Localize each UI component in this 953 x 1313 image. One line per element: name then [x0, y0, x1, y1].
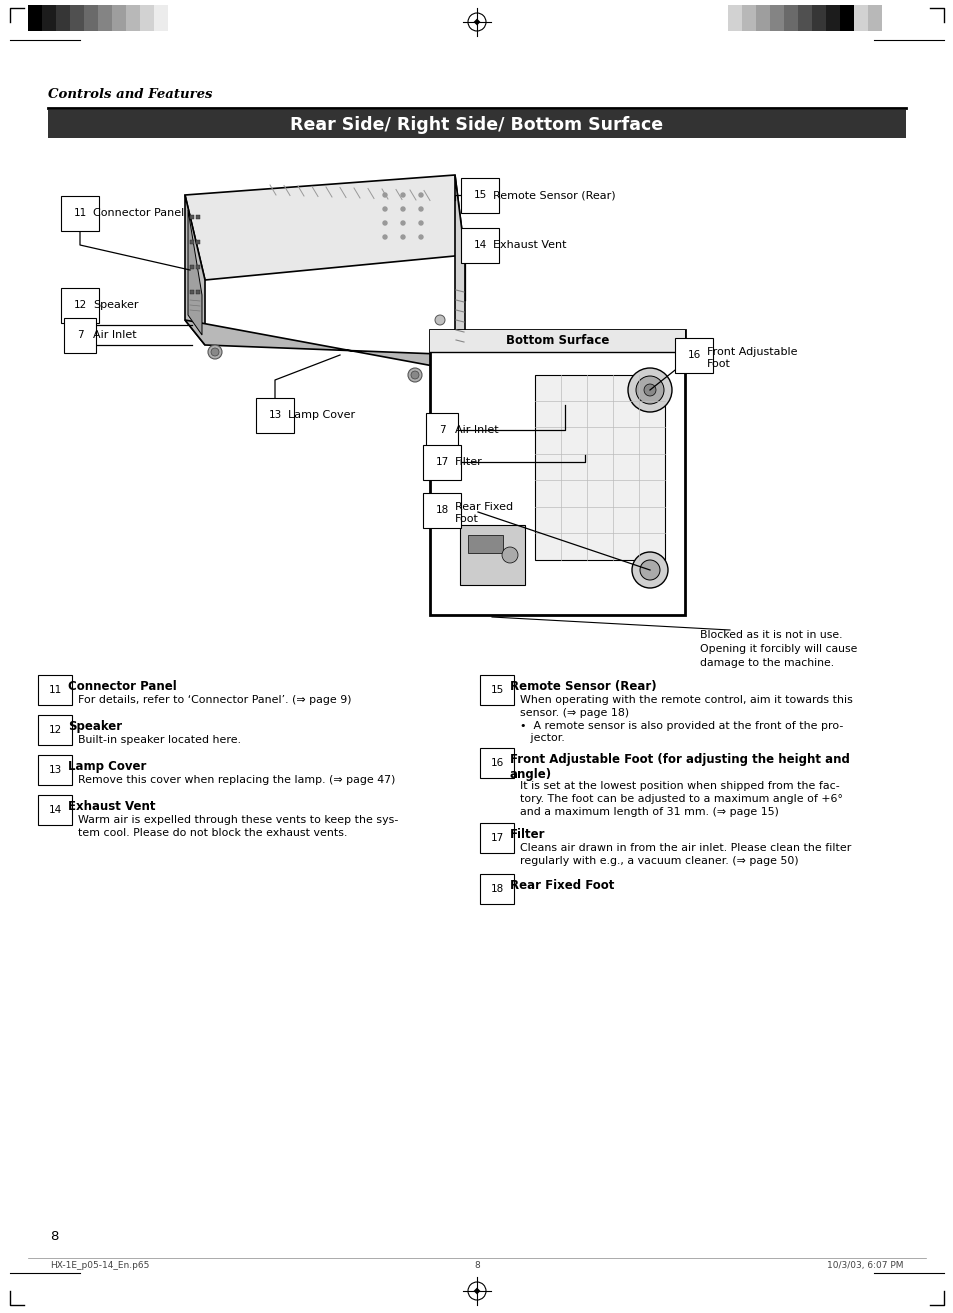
Bar: [195, 265, 200, 269]
Bar: [153, 5, 168, 32]
Text: 17: 17: [435, 457, 448, 467]
Bar: [811, 5, 825, 32]
Bar: [853, 5, 867, 32]
Text: Foot: Foot: [455, 513, 478, 524]
Bar: [825, 5, 840, 32]
Polygon shape: [188, 210, 202, 335]
Text: It is set at the lowest position when shipped from the fac-
tory. The foot can b: It is set at the lowest position when sh…: [519, 781, 842, 817]
Circle shape: [400, 235, 405, 239]
Bar: [797, 5, 811, 32]
Text: Speaker: Speaker: [92, 299, 138, 310]
Circle shape: [382, 207, 387, 211]
Text: Exhaust Vent: Exhaust Vent: [493, 240, 566, 249]
Text: When operating with the remote control, aim it towards this
sensor. (⇒ page 18)
: When operating with the remote control, …: [519, 695, 852, 743]
Text: Speaker: Speaker: [68, 720, 122, 733]
Bar: [535, 376, 664, 561]
Bar: [84, 5, 98, 32]
Text: Air Inlet: Air Inlet: [92, 330, 136, 340]
Text: 15: 15: [490, 685, 503, 695]
Text: 17: 17: [490, 832, 503, 843]
Circle shape: [418, 235, 422, 239]
Circle shape: [627, 368, 671, 412]
Text: Controls and Features: Controls and Features: [48, 88, 213, 101]
Circle shape: [631, 551, 667, 588]
Text: Front Adjustable: Front Adjustable: [706, 347, 797, 357]
Text: Exhaust Vent: Exhaust Vent: [68, 800, 155, 813]
Bar: [70, 5, 84, 32]
Bar: [195, 290, 200, 294]
Circle shape: [418, 193, 422, 197]
Circle shape: [400, 221, 405, 225]
Text: 7: 7: [76, 330, 83, 340]
Circle shape: [639, 561, 659, 580]
Text: Warm air is expelled through these vents to keep the sys-
tem cool. Please do no: Warm air is expelled through these vents…: [78, 815, 398, 838]
Bar: [112, 5, 126, 32]
Text: Connector Panel: Connector Panel: [92, 207, 184, 218]
Polygon shape: [185, 320, 464, 370]
Bar: [741, 5, 755, 32]
Circle shape: [418, 207, 422, 211]
Bar: [190, 290, 193, 294]
Text: Built-in speaker located here.: Built-in speaker located here.: [78, 735, 241, 744]
Bar: [195, 215, 200, 219]
Bar: [168, 5, 182, 32]
Polygon shape: [455, 175, 464, 370]
Polygon shape: [185, 175, 464, 280]
Bar: [98, 5, 112, 32]
Text: 13: 13: [49, 765, 62, 775]
Bar: [459, 525, 524, 586]
Bar: [783, 5, 797, 32]
Text: 11: 11: [49, 685, 62, 695]
Circle shape: [435, 315, 444, 326]
Circle shape: [211, 348, 219, 356]
Text: Air Inlet: Air Inlet: [455, 425, 498, 435]
Circle shape: [208, 345, 222, 358]
Bar: [56, 5, 70, 32]
Bar: [140, 5, 153, 32]
Bar: [867, 5, 882, 32]
Text: Lamp Cover: Lamp Cover: [288, 410, 355, 420]
Text: Cleans air drawn in from the air inlet. Please clean the filter
regularly with e: Cleans air drawn in from the air inlet. …: [519, 843, 850, 865]
Bar: [430, 330, 684, 614]
Bar: [190, 240, 193, 244]
Bar: [840, 5, 853, 32]
Bar: [48, 110, 905, 138]
Text: 15: 15: [473, 190, 486, 200]
Bar: [755, 5, 769, 32]
Text: 12: 12: [49, 725, 62, 735]
Bar: [126, 5, 140, 32]
Circle shape: [418, 221, 422, 225]
Text: Filter: Filter: [455, 457, 482, 467]
Bar: [727, 5, 741, 32]
Text: Remote Sensor (Rear): Remote Sensor (Rear): [493, 190, 615, 200]
Text: Rear Side/ Right Side/ Bottom Surface: Rear Side/ Right Side/ Bottom Surface: [290, 116, 663, 134]
Circle shape: [643, 383, 656, 397]
Circle shape: [408, 368, 421, 382]
Text: Filter: Filter: [510, 829, 545, 842]
Bar: [28, 5, 42, 32]
Text: 18: 18: [490, 884, 503, 894]
Text: 10/3/03, 6:07 PM: 10/3/03, 6:07 PM: [826, 1260, 903, 1270]
Text: Rear Fixed: Rear Fixed: [455, 502, 513, 512]
Text: 13: 13: [268, 410, 281, 420]
Text: Front Adjustable Foot (for adjusting the height and
angle): Front Adjustable Foot (for adjusting the…: [510, 752, 849, 781]
Text: 14: 14: [473, 240, 486, 249]
Text: Blocked as it is not in use.
Opening it forcibly will cause
damage to the machin: Blocked as it is not in use. Opening it …: [700, 630, 857, 668]
Text: For details, refer to ‘Connector Panel’. (⇒ page 9): For details, refer to ‘Connector Panel’.…: [78, 695, 351, 705]
Text: 14: 14: [49, 805, 62, 815]
Text: 16: 16: [490, 758, 503, 768]
Text: 8: 8: [50, 1230, 58, 1243]
Bar: [769, 5, 783, 32]
Text: Remote Sensor (Rear): Remote Sensor (Rear): [510, 680, 656, 693]
Text: Foot: Foot: [706, 358, 730, 369]
Circle shape: [400, 207, 405, 211]
Text: 8: 8: [474, 1260, 479, 1270]
Bar: [190, 265, 193, 269]
Polygon shape: [185, 196, 205, 345]
Text: Connector Panel: Connector Panel: [68, 680, 176, 693]
Bar: [468, 534, 502, 553]
Circle shape: [400, 193, 405, 197]
Circle shape: [411, 372, 418, 379]
Polygon shape: [473, 18, 480, 25]
Bar: [195, 240, 200, 244]
